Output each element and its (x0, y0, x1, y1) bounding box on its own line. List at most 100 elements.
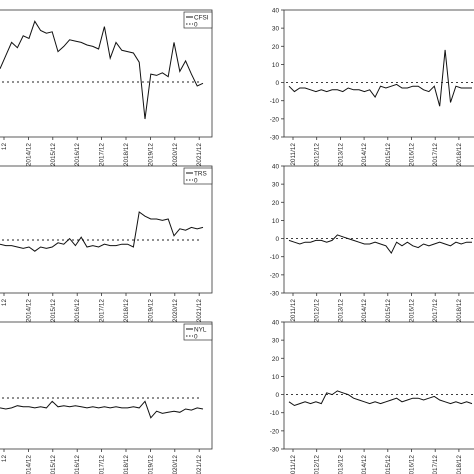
x-tick-label: 2015/12 (50, 299, 57, 323)
x-tick-label: 2018/12 (123, 299, 130, 323)
x-tick-label: 2017/12 (432, 455, 439, 474)
x-tick-label: 2019/12 (147, 299, 154, 323)
x-tick-label: 2019/12 (147, 455, 154, 474)
x-tick-label: 2018/12 (123, 455, 130, 474)
plot-frame (283, 165, 474, 294)
x-tick-label: 2017/12 (99, 299, 106, 323)
y-tick-label: 10 (272, 374, 280, 381)
plot-frame (0, 165, 213, 294)
chart-panel-3: 12 2014/12 2015/12 2016/12 2017/12 2018/12 201… (0, 165, 213, 323)
x-tick-label: 2018/12 (456, 299, 463, 323)
series-line-series (288, 390, 473, 407)
plot-frame (0, 321, 213, 450)
chart-panel-4: 40 30 20 10 0 -10 -20 -30 2011/12 2012/12 2013/12 2… (270, 164, 474, 323)
x-tick-label: 2015/12 (385, 299, 392, 323)
x-tick-label: 2014/12 (361, 455, 368, 474)
legend-label-zero: 0 (194, 178, 198, 185)
y-tick-label: 20 (272, 356, 280, 363)
series-line-nyl (0, 400, 204, 419)
chart-panel-2: 40 30 20 10 0 -10 -20 -30 2011/12 2012/12 2013/12 2… (270, 8, 474, 167)
x-tick-label: 2015/12 (50, 455, 57, 474)
y-tick-label: -10 (270, 254, 280, 261)
x-tick-label: 2011/12 (290, 299, 297, 322)
y-tick-label: 0 (275, 392, 279, 399)
y-tick-label: -20 (270, 116, 280, 123)
series-line-cfsi (0, 20, 204, 120)
x-tick-label: 2016/12 (409, 299, 416, 323)
y-tick-label: 0 (275, 80, 279, 87)
x-tick-label: 2016/12 (409, 455, 416, 474)
x-tick-label: 2020/12 (172, 299, 179, 323)
x-tick-label: 2016/12 (74, 299, 81, 323)
legend-box (183, 167, 213, 185)
x-tick-label: 2013/12 (337, 299, 344, 323)
y-tick-label: 10 (272, 218, 280, 225)
y-tick-label: 40 (272, 320, 280, 327)
x-tick-label: 2012/12 (314, 143, 321, 167)
x-tick-label: 2020/12 (172, 455, 179, 474)
x-tick-label: 2018/12 (123, 143, 130, 167)
x-tick-label: 2017/12 (99, 455, 106, 474)
x-tick-label: 2018/12 (456, 143, 463, 167)
x-tick-label: 2012/12 (314, 299, 321, 323)
y-tick-label: -30 (270, 447, 280, 454)
x-tick-label: 2015/12 (385, 455, 392, 474)
y-tick-label: 30 (272, 338, 280, 345)
legend-box (183, 323, 213, 341)
x-tick-label: 2017/12 (432, 143, 439, 167)
x-tick-label: 2016/12 (409, 143, 416, 167)
series-line-series (288, 49, 472, 107)
x-tick-label: 12 (1, 455, 8, 463)
x-tick-label: 2011/12 (290, 455, 297, 474)
x-tick-label: 2019/12 (147, 143, 154, 167)
legend-label-series: CFSI (194, 15, 209, 22)
chart-panel-6: 40 30 20 10 0 -10 -20 -30 2011/12 2012/12 2013/12 2… (270, 320, 474, 474)
x-tick-label: 2021/12 (196, 299, 203, 323)
y-tick-label: -10 (270, 410, 280, 417)
y-tick-label: -20 (270, 428, 280, 435)
legend-label-series: NYL (194, 327, 207, 334)
x-tick-label: 2020/12 (172, 143, 179, 167)
plot-frame (283, 321, 474, 450)
x-tick-label: 2021/12 (196, 455, 203, 474)
y-tick-label: -30 (270, 135, 280, 142)
y-tick-label: -20 (270, 272, 280, 279)
legend-box (183, 11, 213, 29)
x-tick-label: 2014/12 (25, 143, 32, 167)
x-tick-label: 2014/12 (25, 455, 32, 474)
y-tick-label: 0 (275, 236, 279, 243)
x-tick-label: 2014/12 (25, 299, 32, 323)
chart-panel-5: 12 2014/12 2015/12 2016/12 2017/12 2018/12 201… (0, 321, 213, 474)
chart-panel-1: 12 2014/12 2015/12 2016/12 2017/12 2018/12 201… (0, 9, 213, 167)
y-tick-label: 30 (272, 182, 280, 189)
x-tick-label: 2015/12 (50, 143, 57, 167)
x-tick-label: 2015/12 (385, 143, 392, 167)
x-tick-label: 2013/12 (337, 455, 344, 474)
plot-frame (283, 9, 474, 138)
plot-frame (0, 9, 213, 138)
x-tick-label: 2017/12 (99, 143, 106, 167)
x-tick-label: 2012/12 (314, 455, 321, 474)
x-tick-label: 2018/12 (456, 455, 463, 474)
x-tick-label: 2016/12 (74, 455, 81, 474)
y-tick-label: 10 (272, 62, 280, 69)
x-tick-label: 12 (1, 299, 8, 307)
x-tick-label: 2014/12 (361, 143, 368, 167)
x-tick-label: 2013/12 (337, 143, 344, 167)
x-tick-label: 12 (1, 143, 8, 151)
x-tick-label: 2016/12 (74, 143, 81, 167)
y-tick-label: 40 (272, 8, 280, 15)
x-tick-label: 2014/12 (361, 299, 368, 323)
y-tick-label: -30 (270, 291, 280, 298)
x-tick-label: 2017/12 (432, 299, 439, 323)
legend-label-series: TRS (194, 171, 207, 178)
y-tick-label: -10 (270, 98, 280, 105)
y-tick-label: 20 (272, 44, 280, 51)
y-tick-label: 30 (272, 26, 280, 33)
legend-label-zero: 0 (194, 22, 198, 29)
series-line-trs (0, 211, 204, 252)
